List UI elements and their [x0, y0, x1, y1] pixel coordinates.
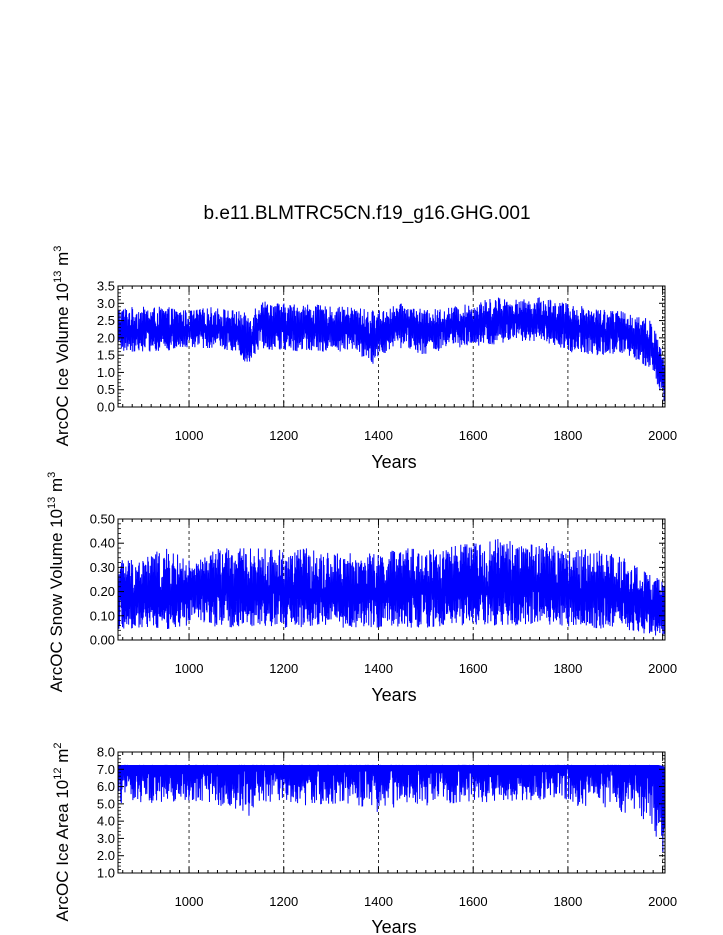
series-line — [117, 297, 666, 402]
y-tick-label: 1.5 — [97, 348, 115, 363]
x-axis-label: Years — [371, 917, 416, 935]
x-axis-label: Years — [371, 452, 416, 472]
x-tick-label: 1000 — [175, 661, 204, 676]
y-tick-label: 4.0 — [97, 814, 115, 829]
axes: 1000 1200 1400 1600 1800 2000 1.0 2.0 3.0 4.0 5.0 6… — [97, 745, 677, 910]
x-tick-label: 1200 — [269, 428, 298, 443]
plot-frame — [117, 751, 666, 874]
x-tick-label: 1200 — [269, 894, 298, 909]
panel-ice-area: 1000 1200 1400 1600 1800 2000 1.0 2.0 3.0 4.0 5.0 6… — [52, 743, 677, 935]
data-series — [117, 297, 666, 402]
x-tick-label: 1600 — [459, 428, 488, 443]
y-axis-label: ArcOC Snow Volume 1013 m3 — [46, 472, 66, 693]
y-tick-label: 2.0 — [97, 848, 115, 863]
figure-title: b.e11.BLMTRC5CN.f19_g16.GHG.001 — [203, 203, 530, 224]
x-tick-label: 1400 — [364, 428, 393, 443]
x-tick-label: 1400 — [364, 894, 393, 909]
y-tick-label: 7.0 — [97, 762, 115, 777]
series-line — [117, 764, 666, 853]
plot-frame — [117, 518, 666, 641]
x-tick-label: 2000 — [648, 894, 677, 909]
x-tick-label: 1000 — [175, 428, 204, 443]
x-tick-label: 1800 — [553, 894, 582, 909]
data-series — [117, 764, 666, 853]
x-tick-label: 1400 — [364, 661, 393, 676]
y-tick-label: 2.0 — [97, 330, 115, 345]
y-tick-label: 0.00 — [90, 633, 115, 648]
y-tick-label: 6.0 — [97, 779, 115, 794]
x-tick-label: 1800 — [553, 428, 582, 443]
y-tick-label: 0.20 — [90, 584, 115, 599]
y-axis-label: ArcOC Ice Area 1012 m2 — [52, 743, 72, 922]
y-tick-label: 0.50 — [90, 512, 115, 527]
x-tick-label: 2000 — [648, 661, 677, 676]
y-tick-label: 0.10 — [90, 608, 115, 623]
y-tick-label: 1.0 — [97, 365, 115, 380]
panel-snow-volume: 1000 1200 1400 1600 1800 2000 0.00 0.10 0.20 0.30… — [46, 472, 677, 705]
y-tick-label: 3.0 — [97, 296, 115, 311]
x-tick-label: 1600 — [459, 894, 488, 909]
y-tick-label: 8.0 — [97, 745, 115, 760]
panel-ice-volume: 1000 1200 1400 1600 1800 2000 0.0 0.5 1.0 1.5 2.0 2… — [52, 246, 677, 472]
plot-frame — [117, 285, 666, 408]
y-tick-label: 1.0 — [97, 866, 115, 881]
y-tick-label: 0.0 — [97, 400, 115, 415]
y-tick-label: 3.0 — [97, 831, 115, 846]
x-tick-label: 1600 — [459, 661, 488, 676]
y-tick-label: 0.5 — [97, 382, 115, 397]
axes: 1000 1200 1400 1600 1800 2000 0.0 0.5 1.0 1.5 2.0 2… — [97, 279, 677, 444]
y-tick-label: 5.0 — [97, 796, 115, 811]
y-axis-label: ArcOC Ice Volume 1013 m3 — [52, 246, 72, 447]
y-tick-label: 2.5 — [97, 313, 115, 328]
axes: 1000 1200 1400 1600 1800 2000 0.00 0.10 0.20 0.30… — [90, 512, 677, 677]
x-tick-label: 1000 — [175, 894, 204, 909]
x-tick-label: 2000 — [648, 428, 677, 443]
x-tick-label: 1200 — [269, 661, 298, 676]
series-line — [117, 538, 666, 636]
y-tick-label: 3.5 — [97, 279, 115, 294]
y-tick-label: 0.30 — [90, 560, 115, 575]
data-series — [117, 538, 666, 636]
x-tick-label: 1800 — [553, 661, 582, 676]
y-tick-label: 0.40 — [90, 536, 115, 551]
x-axis-label: Years — [371, 685, 416, 705]
